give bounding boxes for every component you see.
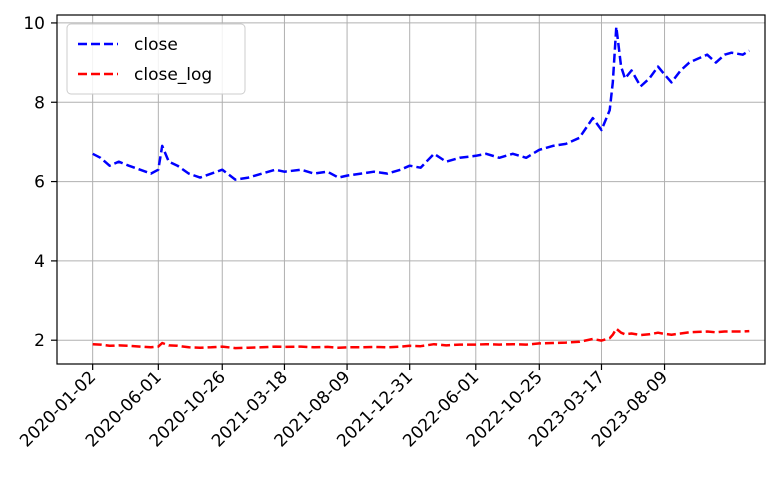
- y-tick-label: 6: [34, 173, 45, 193]
- x-axis: 2020-01-022020-06-012020-10-262021-03-18…: [16, 364, 672, 451]
- y-tick-label: 10: [23, 14, 45, 34]
- legend: close close_log: [66, 23, 246, 95]
- series-layer: [92, 25, 750, 350]
- legend-box: [66, 23, 246, 95]
- plot-frame: [56, 14, 766, 365]
- y-tick-label: 2: [34, 331, 45, 351]
- legend-label-close: close: [134, 35, 178, 55]
- y-tick-label: 4: [34, 252, 45, 272]
- series-line-close-log: [92, 327, 750, 350]
- y-axis: 2 4 6 8 10: [23, 14, 57, 351]
- legend-label-close-log: close_log: [134, 65, 212, 85]
- y-tick-label: 8: [34, 93, 45, 113]
- series-line-close: [92, 25, 750, 181]
